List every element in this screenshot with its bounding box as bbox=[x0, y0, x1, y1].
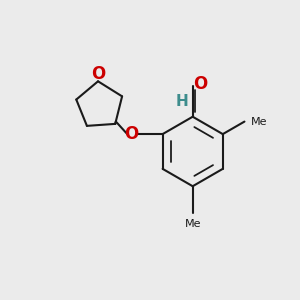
Text: H: H bbox=[175, 94, 188, 109]
Text: Me: Me bbox=[184, 219, 201, 229]
Text: O: O bbox=[124, 125, 139, 143]
Text: O: O bbox=[91, 65, 105, 83]
Text: O: O bbox=[194, 75, 208, 93]
Text: Me: Me bbox=[251, 117, 267, 127]
